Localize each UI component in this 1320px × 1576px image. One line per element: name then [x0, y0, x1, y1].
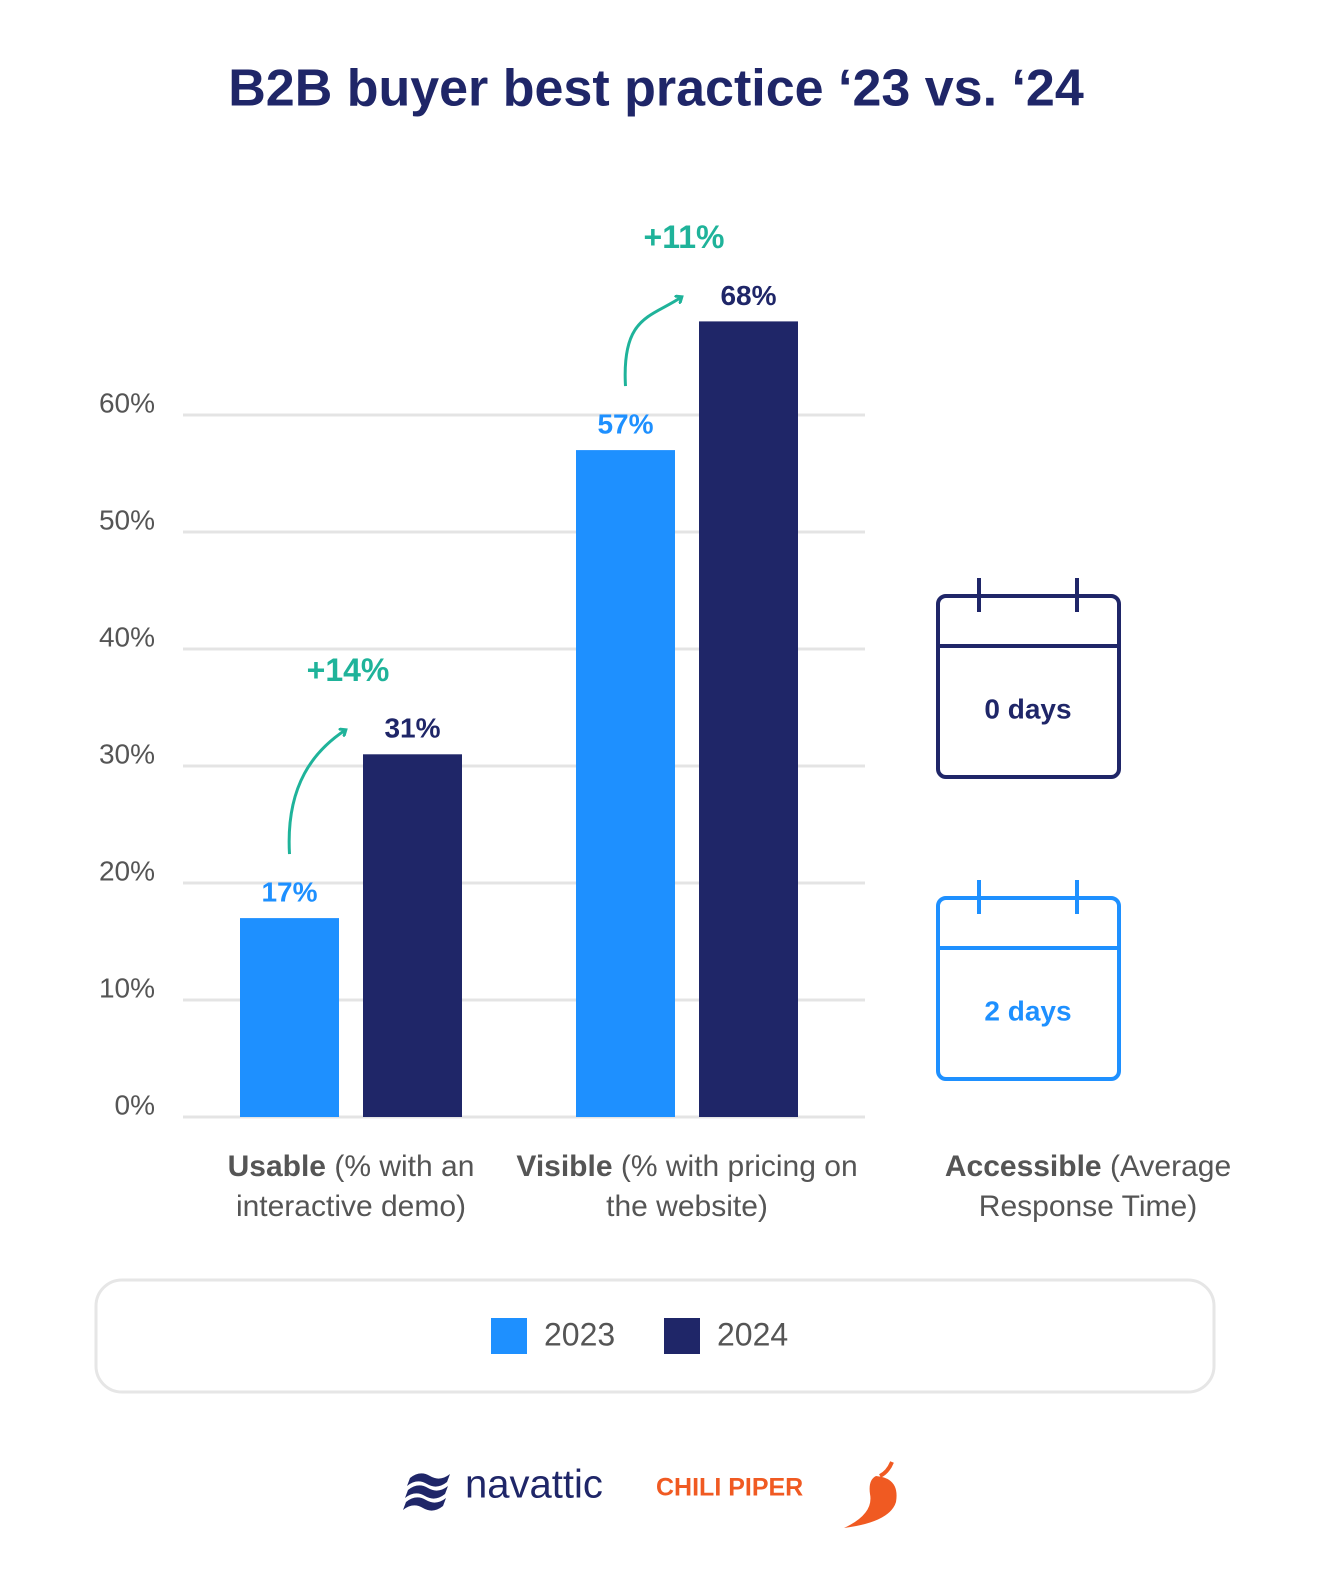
calendar: 2 days [936, 880, 1121, 1081]
change-label: +11% [644, 219, 725, 255]
y-tick-label: 30% [99, 738, 155, 769]
bar [363, 754, 462, 1117]
x-tick-label: Accessible (Average Response Time) [944, 1150, 1232, 1223]
calendar-frame [936, 594, 1121, 779]
x-tick-label: Visible (% with pricing on the website) [516, 1150, 858, 1223]
y-tick-label: 0% [115, 1089, 155, 1120]
logo-navattic: navattic [465, 1463, 603, 1507]
logo-chili-piper: CHILI PIPER [656, 1474, 803, 1502]
navattic-icon [403, 1473, 450, 1511]
calendar-label: 0 days [984, 693, 1071, 724]
value-label: 31% [384, 713, 440, 744]
y-tick-label: 50% [99, 504, 155, 535]
x-tick-label: Usable (% with an interactive demo) [227, 1150, 475, 1223]
y-tick-label: 10% [99, 972, 155, 1003]
bar [576, 450, 675, 1118]
calendar-label: 2 days [984, 995, 1071, 1026]
legend-swatch [491, 1318, 527, 1354]
chili-icon [844, 1461, 897, 1528]
change-arrow [287, 730, 345, 855]
value-label: 57% [597, 408, 653, 439]
y-tick-label: 20% [99, 855, 155, 886]
change-label: +14% [307, 652, 390, 688]
legend-label: 2023 [544, 1316, 615, 1352]
y-tick-label: 40% [99, 621, 155, 652]
legend-swatch [664, 1318, 700, 1354]
calendar: 0 days [936, 578, 1121, 779]
bar [699, 321, 798, 1117]
value-label: 17% [261, 876, 317, 907]
calendar-frame [936, 896, 1121, 1081]
bar [240, 918, 339, 1117]
chart-title: B2B buyer best practice ‘23 vs. ‘24 [228, 60, 1084, 118]
y-tick-label: 60% [99, 387, 155, 418]
legend-box [94, 1278, 1216, 1394]
value-label: 68% [720, 280, 776, 311]
change-arrow [623, 297, 681, 387]
legend-label: 2024 [717, 1316, 788, 1352]
